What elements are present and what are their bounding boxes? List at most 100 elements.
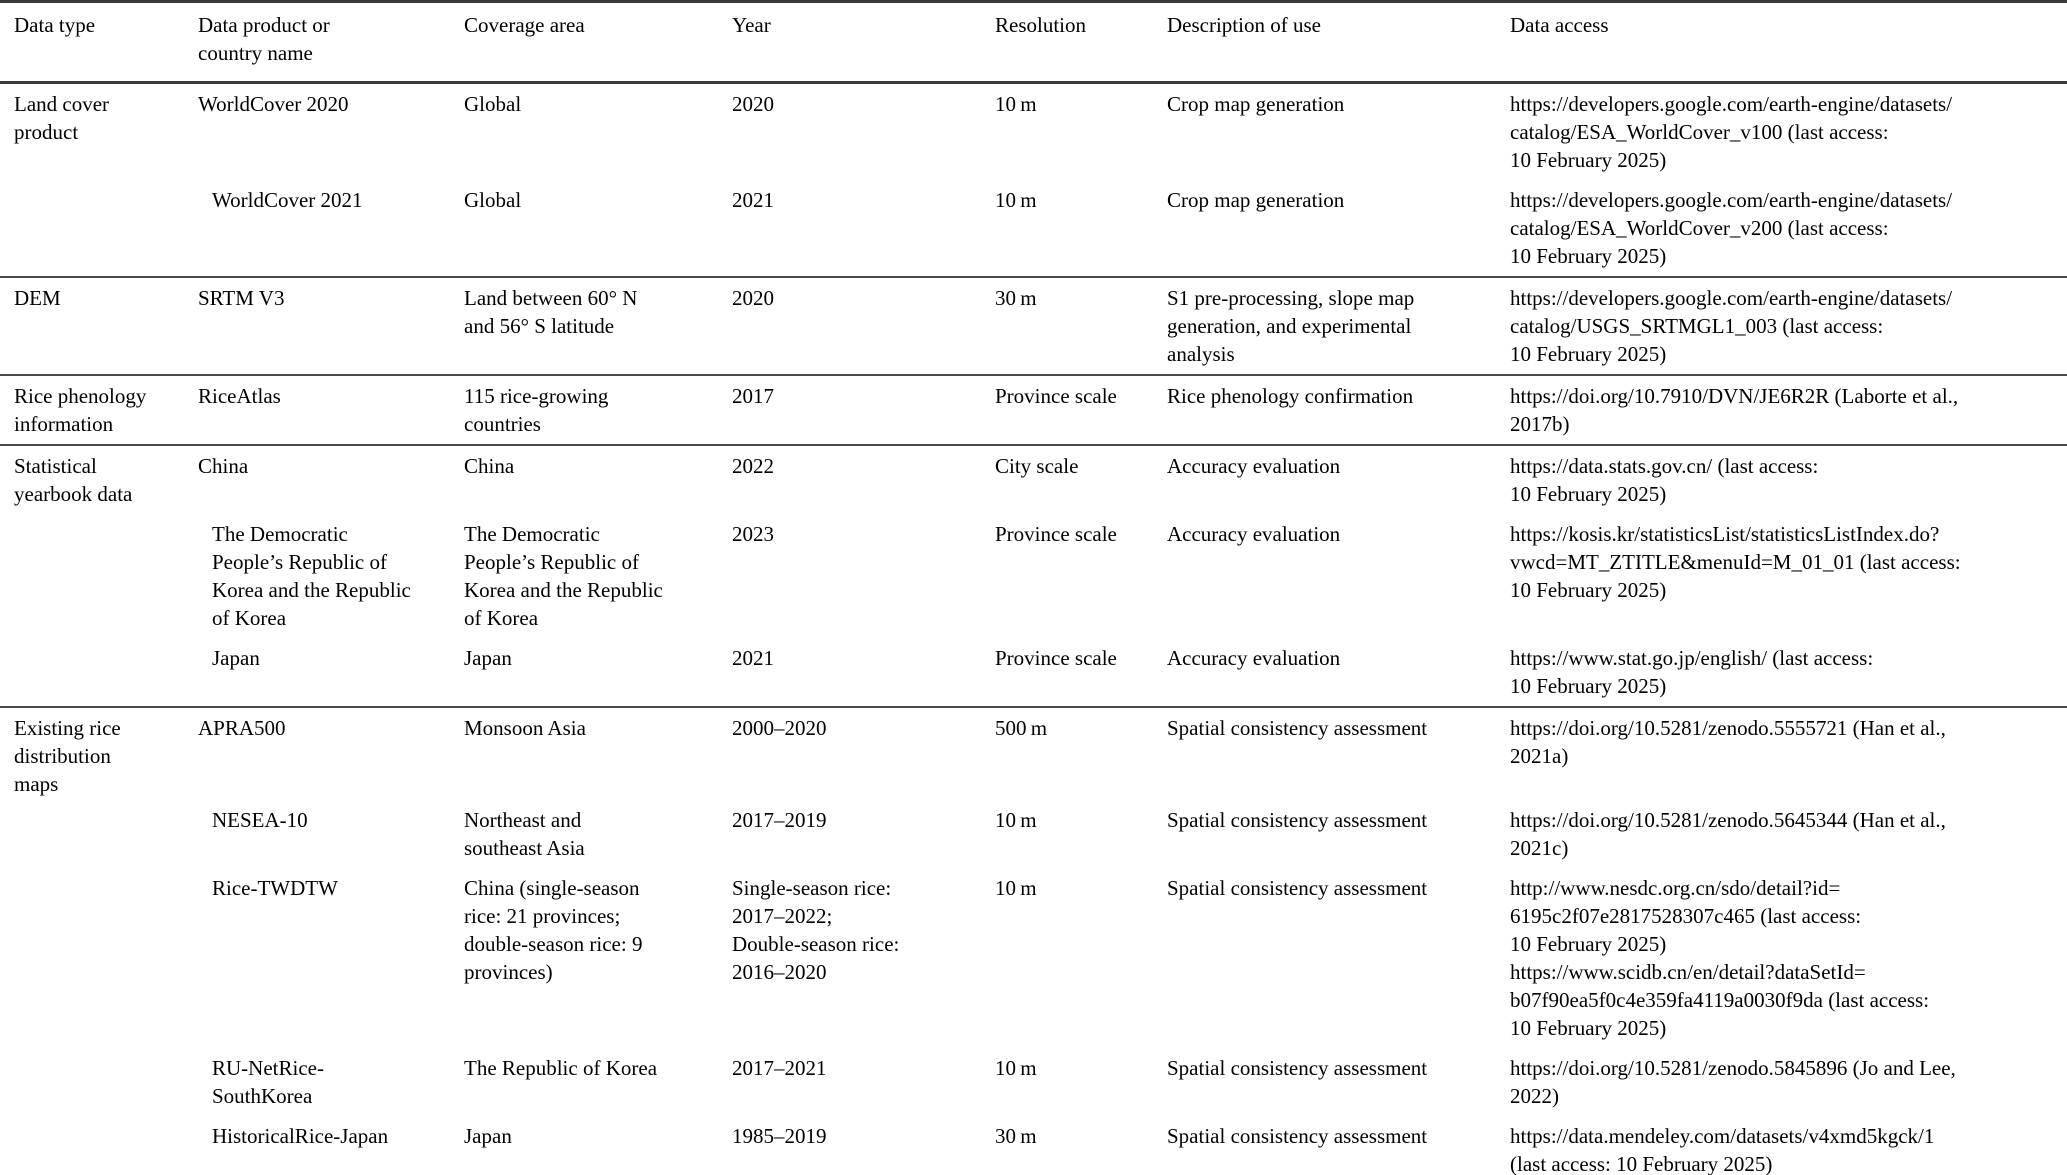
cell-coverage: The Republic of Korea xyxy=(464,1056,658,1080)
cell-data-type: Rice phenology information xyxy=(0,374,198,445)
group-land-cover-product: Land cover product WorldCover 2020 Globa… xyxy=(0,83,2067,278)
cell-description: Spatial consistency assessment xyxy=(1167,1056,1428,1080)
table-row: Statistical yearbook data China China 20… xyxy=(0,444,2067,707)
cell-resolution: 10 m xyxy=(995,808,1037,832)
table-row: Existing rice distribution maps APRA500 … xyxy=(0,706,2067,1175)
cell-coverage: China (single-season rice: 21 provinces;… xyxy=(464,876,643,984)
cell-data-type: Land cover product xyxy=(14,92,110,144)
cell-description: Accuracy evaluation xyxy=(1167,646,1341,670)
cell-product: APRA500 xyxy=(198,706,464,800)
table-row: The Democratic People’s Republic of Kore… xyxy=(0,514,2067,638)
table-row: HistoricalRice-Japan Japan 1985–2019 30 … xyxy=(0,1116,2067,1175)
cell-year: 2023 xyxy=(732,522,774,546)
col-header-resolution: Resolution xyxy=(995,1,1167,84)
cell-description: Spatial consistency assessment xyxy=(1167,1124,1428,1148)
table-row: RU-NetRice- SouthKorea The Republic of K… xyxy=(0,1048,2067,1116)
cell-year: 2021 xyxy=(732,188,774,212)
cell-access: https://doi.org/10.7910/DVN/JE6R2R (Labo… xyxy=(1510,374,2067,445)
cell-access: https://developers.google.com/earth-engi… xyxy=(1510,276,2067,375)
cell-description: S1 pre-processing, slope map generation,… xyxy=(1167,276,1510,375)
cell-access: http://www.nesdc.org.cn/sdo/detail?id= 6… xyxy=(1510,876,1930,1040)
cell-product: SRTM V3 xyxy=(198,276,464,375)
cell-coverage: Global xyxy=(464,188,522,212)
cell-description: Crop map generation xyxy=(1167,188,1345,212)
table-row: Rice-TWDTW China (single-season rice: 21… xyxy=(0,868,2067,1048)
col-header-data-access: Data access xyxy=(1510,1,2067,84)
cell-product: Rice-TWDTW xyxy=(212,876,338,900)
table-row: Land cover product WorldCover 2020 Globa… xyxy=(0,83,2067,181)
cell-access: https://developers.google.com/earth-engi… xyxy=(1510,92,1953,172)
cell-description: Spatial consistency assessment xyxy=(1167,808,1428,832)
cell-description: Accuracy evaluation xyxy=(1167,522,1341,546)
cell-coverage: Land between 60° N and 56° S latitude xyxy=(464,276,732,375)
col-header-coverage-area: Coverage area xyxy=(464,1,732,84)
cell-resolution: 10 m xyxy=(995,876,1037,900)
table-row: NESEA-10 Northeast and southeast Asia 20… xyxy=(0,800,2067,868)
cell-coverage: Northeast and southeast Asia xyxy=(464,808,585,860)
group-dem: DEM SRTM V3 Land between 60° N and 56° S… xyxy=(0,276,2067,375)
cell-product: RiceAtlas xyxy=(198,374,464,445)
cell-coverage: The Democratic People’s Republic of Kore… xyxy=(464,522,663,630)
cell-product: HistoricalRice-Japan xyxy=(212,1124,389,1148)
cell-coverage: China xyxy=(464,444,732,514)
cell-year: 2000–2020 xyxy=(732,706,995,800)
cell-product: WorldCover 2020 xyxy=(198,92,349,116)
cell-resolution: Province scale xyxy=(995,646,1117,670)
cell-resolution: Province scale xyxy=(995,374,1167,445)
cell-data-type: Statistical yearbook data xyxy=(0,444,198,707)
cell-product: China xyxy=(198,444,464,514)
group-existing-rice-maps: Existing rice distribution maps APRA500 … xyxy=(0,706,2067,1175)
cell-resolution: 500 m xyxy=(995,706,1167,800)
header-row: Data type Data product or country name C… xyxy=(0,1,2067,84)
cell-data-type: DEM xyxy=(0,276,198,375)
cell-description: Rice phenology confirmation xyxy=(1167,374,1510,445)
table-row: DEM SRTM V3 Land between 60° N and 56° S… xyxy=(0,276,2067,375)
cell-description: Spatial consistency assessment xyxy=(1167,706,1510,800)
col-header-data-type: Data type xyxy=(0,1,198,84)
col-header-data-product: Data product or country name xyxy=(198,1,464,84)
cell-product: WorldCover 2021 xyxy=(212,188,363,212)
cell-access: https://developers.google.com/earth-engi… xyxy=(1510,188,1953,268)
cell-year: 2017–2019 xyxy=(732,808,827,832)
cell-access: https://data.stats.gov.cn/ (last access:… xyxy=(1510,444,2067,514)
cell-product: Japan xyxy=(212,646,260,670)
cell-access: https://kosis.kr/statisticsList/statisti… xyxy=(1510,522,1961,602)
table-row: Rice phenology information RiceAtlas 115… xyxy=(0,374,2067,445)
cell-year: Single-season rice: 2017–2022; Double-se… xyxy=(732,876,900,984)
cell-coverage: Japan xyxy=(464,1124,512,1148)
cell-year: 2020 xyxy=(732,276,995,375)
cell-year: 2020 xyxy=(732,92,774,116)
cell-coverage: Global xyxy=(464,92,522,116)
cell-year: 2021 xyxy=(732,646,774,670)
cell-product: The Democratic People’s Republic of Kore… xyxy=(212,522,411,630)
cell-access: https://www.stat.go.jp/english/ (last ac… xyxy=(1510,646,1874,698)
cell-description: Crop map generation xyxy=(1167,92,1345,116)
cell-resolution: Province scale xyxy=(995,522,1117,546)
cell-year: 2017–2021 xyxy=(732,1056,827,1080)
col-header-year: Year xyxy=(732,1,995,84)
cell-year: 2022 xyxy=(732,444,995,514)
cell-access: https://doi.org/10.5281/zenodo.5645344 (… xyxy=(1510,808,1946,860)
cell-resolution: 10 m xyxy=(995,1056,1037,1080)
cell-resolution: 10 m xyxy=(995,92,1037,116)
cell-coverage: Japan xyxy=(464,646,512,670)
cell-year: 2017 xyxy=(732,374,995,445)
table-row: Japan Japan 2021 Province scale Accuracy… xyxy=(0,638,2067,707)
cell-product: RU-NetRice- SouthKorea xyxy=(212,1056,324,1108)
cell-resolution: 30 m xyxy=(995,276,1167,375)
cell-resolution: 30 m xyxy=(995,1124,1037,1148)
group-rice-phenology: Rice phenology information RiceAtlas 115… xyxy=(0,374,2067,445)
cell-year: 1985–2019 xyxy=(732,1124,827,1148)
group-statistical-yearbook: Statistical yearbook data China China 20… xyxy=(0,444,2067,707)
cell-coverage: Monsoon Asia xyxy=(464,706,732,800)
table-row: WorldCover 2021 Global 2021 10 m Crop ma… xyxy=(0,180,2067,277)
cell-coverage: 115 rice-growing countries xyxy=(464,374,732,445)
cell-product: NESEA-10 xyxy=(212,808,308,832)
cell-data-type: Existing rice distribution maps xyxy=(0,706,198,1175)
table-header: Data type Data product or country name C… xyxy=(0,1,2067,84)
cell-description: Spatial consistency assessment xyxy=(1167,876,1428,900)
cell-description: Accuracy evaluation xyxy=(1167,444,1510,514)
cell-access: https://doi.org/10.5281/zenodo.5845896 (… xyxy=(1510,1056,1956,1108)
